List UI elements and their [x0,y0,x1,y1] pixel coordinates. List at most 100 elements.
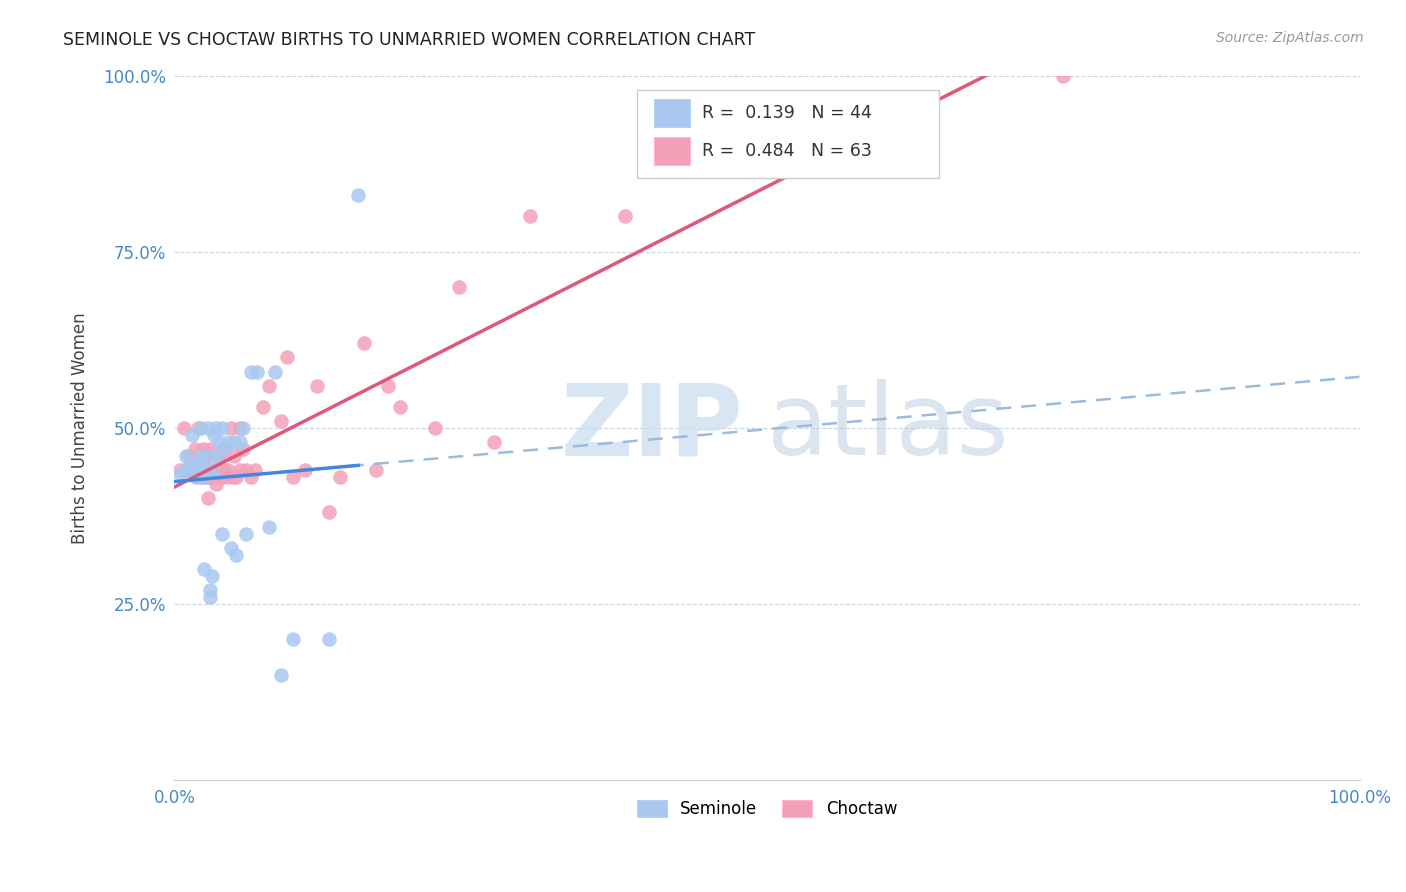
Point [228,421,250,435]
Point [211,526,233,541]
Point [193,463,215,477]
Point [221,421,243,435]
Point [176,449,198,463]
Point [222,449,245,463]
Point [184,470,207,484]
Point [190,463,212,477]
Point [201,463,224,477]
Point [208,470,231,484]
Point [232,442,254,456]
Point [193,562,215,576]
Point [222,435,245,450]
Point [329,470,352,484]
Text: R =  0.484   N = 63: R = 0.484 N = 63 [702,142,872,160]
Y-axis label: Births to Unmarried Women: Births to Unmarried Women [72,312,89,544]
Point [243,463,266,477]
Point [176,463,198,477]
Point [181,428,204,442]
Point [177,449,200,463]
Text: atlas: atlas [768,379,1008,476]
Point [276,351,298,365]
Point [190,421,212,435]
Point [212,442,235,456]
Point [193,463,215,477]
Point [613,210,636,224]
Point [347,188,370,202]
Point [318,632,340,647]
Point [208,435,231,450]
Point [221,541,243,555]
Point [222,470,245,484]
Point [198,582,221,597]
Point [281,632,304,647]
Point [1052,69,1074,83]
Legend: Seminole, Choctaw: Seminole, Choctaw [630,793,904,825]
Point [661,139,683,153]
Point [190,449,212,463]
Point [211,470,233,484]
Point [228,435,250,450]
Point [205,421,228,435]
Point [225,548,247,562]
Point [377,378,399,392]
Point [235,526,257,541]
Point [202,428,225,442]
Point [187,456,209,470]
Point [228,463,250,477]
Text: ZIP: ZIP [561,379,744,476]
Point [252,400,274,414]
Point [875,89,897,103]
Point [169,467,191,481]
Point [169,463,191,477]
Point [181,459,204,474]
Point [202,463,225,477]
Point [305,378,328,392]
Point [195,449,218,463]
Text: R =  0.139   N = 44: R = 0.139 N = 44 [702,103,872,122]
Point [212,463,235,477]
Point [183,442,205,456]
Point [198,463,221,477]
Point [264,365,287,379]
Point [364,463,387,477]
Point [217,470,239,484]
Point [259,378,281,392]
Point [353,336,375,351]
FancyBboxPatch shape [637,89,939,178]
Point [211,421,233,435]
Point [190,467,212,481]
Point [184,470,207,484]
Point [519,210,541,224]
Point [246,365,269,379]
Point [205,477,228,491]
Point [240,470,263,484]
Point [232,421,254,435]
Point [425,421,447,435]
Point [240,365,263,379]
Point [294,463,316,477]
Point [197,421,219,435]
Point [270,414,292,428]
Point [214,442,236,456]
Point [193,456,215,470]
Point [447,280,470,294]
Point [270,667,292,681]
Point [177,459,200,474]
Point [217,435,239,450]
Point [484,435,506,450]
Point [259,519,281,533]
Point [217,463,239,477]
Point [193,470,215,484]
Point [187,421,209,435]
Point [173,421,195,435]
Point [207,449,229,463]
Point [176,463,198,477]
Point [211,449,233,463]
Point [201,470,224,484]
Point [225,470,247,484]
Point [197,491,219,506]
Text: SEMINOLE VS CHOCTAW BIRTHS TO UNMARRIED WOMEN CORRELATION CHART: SEMINOLE VS CHOCTAW BIRTHS TO UNMARRIED … [63,31,755,49]
Point [181,463,204,477]
Point [198,590,221,604]
Text: Source: ZipAtlas.com: Source: ZipAtlas.com [1216,31,1364,45]
